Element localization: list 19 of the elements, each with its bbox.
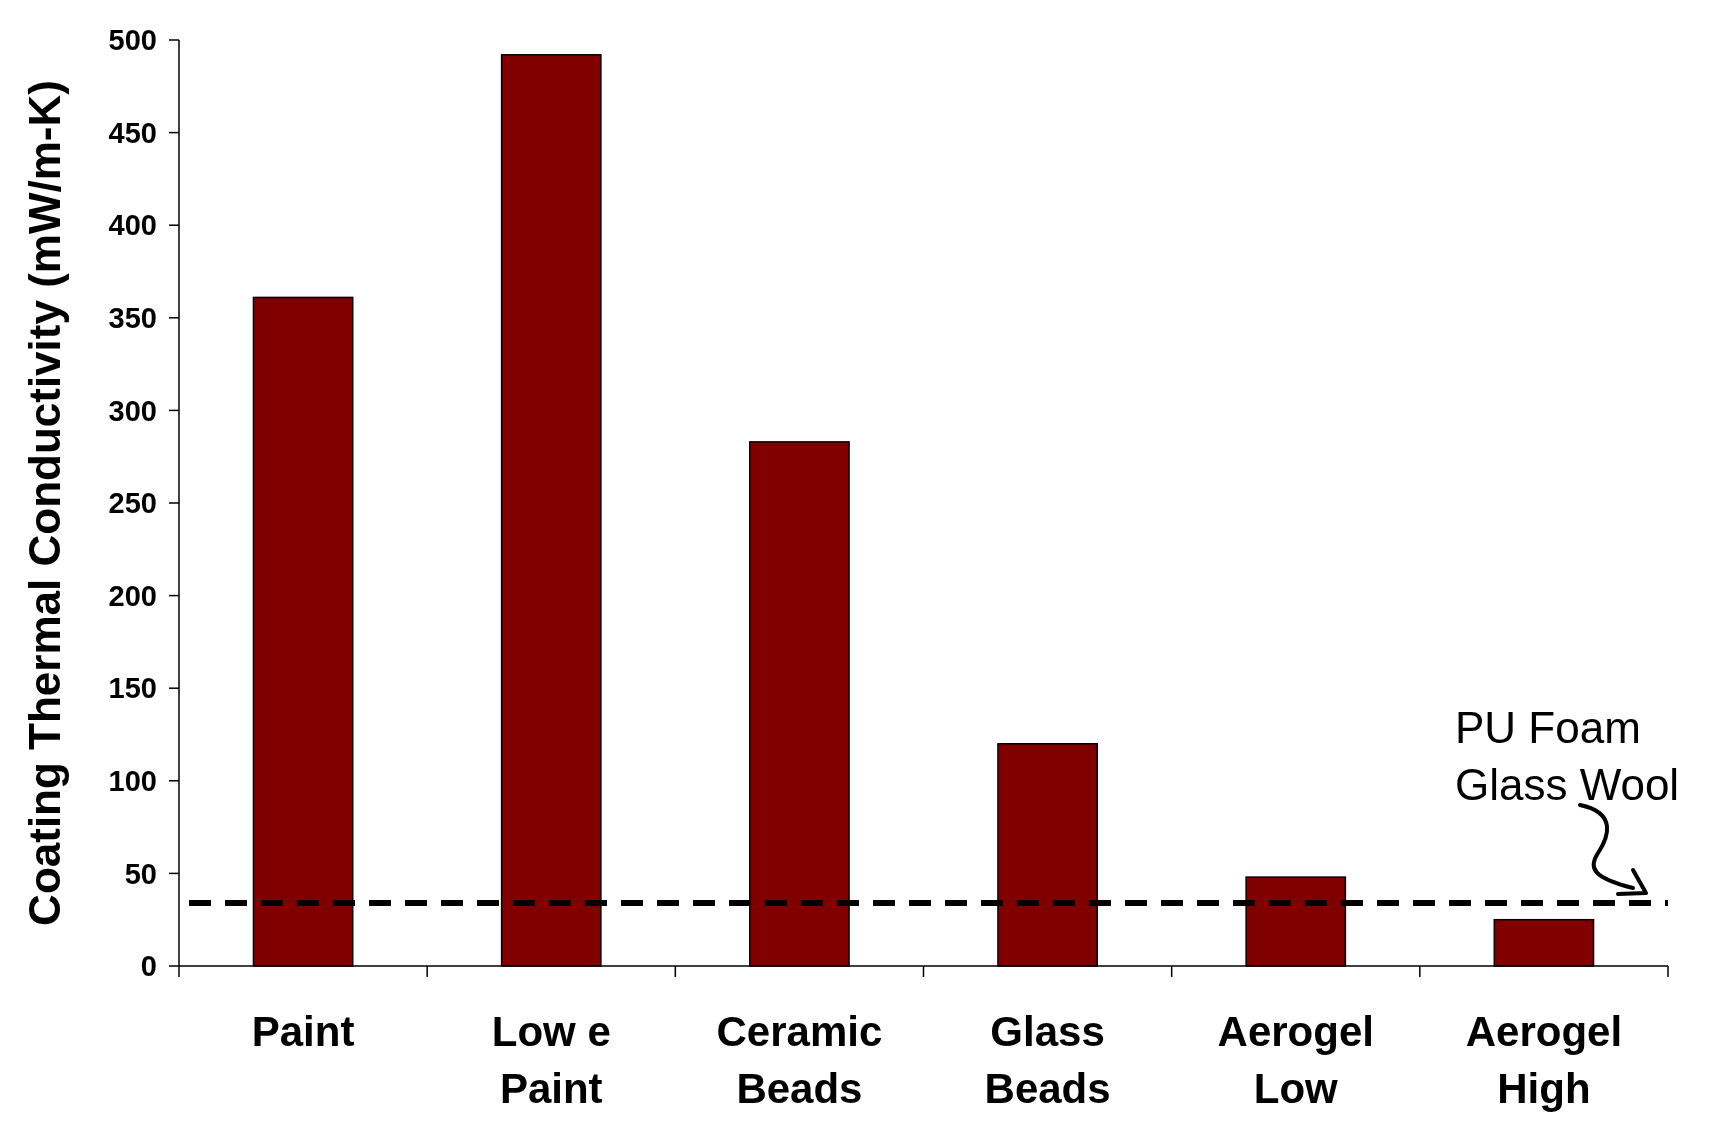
y-tick-label: 50 [124,857,157,890]
y-tick-label: 100 [108,764,157,797]
y-tick-label: 200 [108,579,157,612]
x-tick-label: Ceramic Beads [716,1008,883,1112]
x-tick-label: Aerogel Low [1217,1008,1374,1112]
x-tick-label: Paint [251,1008,355,1055]
y-tick-label: 450 [108,116,157,149]
y-tick-label: 350 [108,301,157,334]
y-tick-label: 150 [108,672,157,705]
x-tick-label: Glass Beads [984,1008,1111,1112]
y-tick-label: 250 [108,487,157,520]
y-axis-title: Coating Thermal Conductivity (mW/m-K) [20,80,69,926]
x-tick-label: Aerogel High [1465,1008,1623,1112]
x-tick-label: Low e Paint [491,1008,611,1112]
y-tick-label: 500 [108,24,157,57]
y-tick-label: 400 [108,209,157,242]
ref-line-label: PU Foam Glass Wool [1455,703,1680,809]
y-tick-label: 300 [108,394,157,427]
y-tick-label: 0 [140,950,157,983]
